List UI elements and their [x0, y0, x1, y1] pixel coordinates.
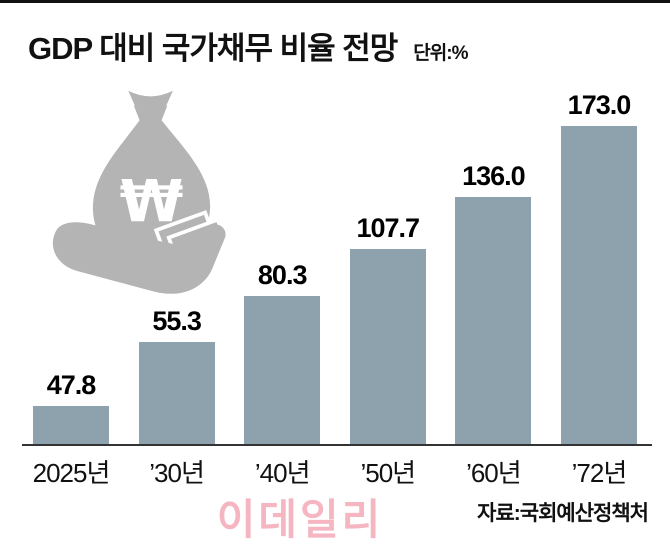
unit-label: 단위:%	[413, 43, 468, 64]
categories-row: 2025년 ’30년 ’40년 ’50년 ’60년 ’72년	[26, 453, 644, 490]
bar-column: 173.0	[554, 90, 644, 444]
bar	[560, 126, 637, 444]
money-bag-in-hand-icon: ₩	[52, 87, 238, 301]
bar-column: 47.8	[26, 370, 116, 444]
bar	[455, 197, 532, 444]
bar-chart: 47.8 55.3 80.3 107.7 136.0 173.0	[26, 84, 644, 444]
source-credit: 자료:국회예산정책처	[477, 502, 649, 525]
bar	[349, 249, 426, 444]
bar-column: 136.0	[448, 161, 538, 444]
bar	[138, 342, 215, 444]
category-label: 2025년	[32, 458, 111, 488]
bar-value-label: 47.8	[46, 370, 97, 400]
bar	[244, 296, 321, 444]
bar-value-label: 107.7	[356, 213, 420, 243]
x-axis-baseline	[22, 444, 652, 446]
category-label: ’40년	[254, 458, 311, 488]
category-label: ’50년	[360, 458, 416, 488]
chart-header: GDP 대비 국가채무 비율 전망 단위:%	[28, 23, 468, 68]
category-label: ’30년	[149, 458, 205, 488]
bar-value-label: 55.3	[152, 306, 202, 336]
chart-title: GDP 대비 국가채무 비율 전망	[28, 31, 398, 66]
bar-value-label: 173.0	[567, 90, 632, 120]
bar-value-label: 136.0	[462, 161, 526, 191]
bar-value-label: 80.3	[257, 260, 308, 290]
bar-column: 107.7	[343, 213, 433, 444]
watermark-logo: 이데일리	[216, 496, 384, 543]
category-label: ’72년	[571, 458, 628, 488]
bar	[33, 406, 109, 444]
bar-column: 80.3	[237, 260, 327, 444]
category-label: ’60년	[466, 458, 522, 488]
bar-column: 55.3	[132, 306, 222, 444]
